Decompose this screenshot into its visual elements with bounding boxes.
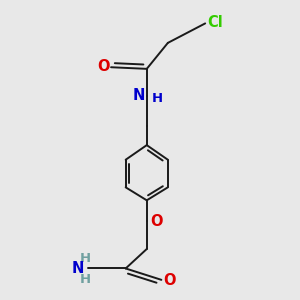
Text: N: N [133,88,145,103]
Text: H: H [80,252,91,265]
Text: H: H [152,92,163,105]
Text: O: O [150,214,163,229]
Text: Cl: Cl [207,15,223,30]
Text: O: O [163,273,175,288]
Text: H: H [80,273,91,286]
Text: O: O [97,59,110,74]
Text: N: N [72,261,84,276]
